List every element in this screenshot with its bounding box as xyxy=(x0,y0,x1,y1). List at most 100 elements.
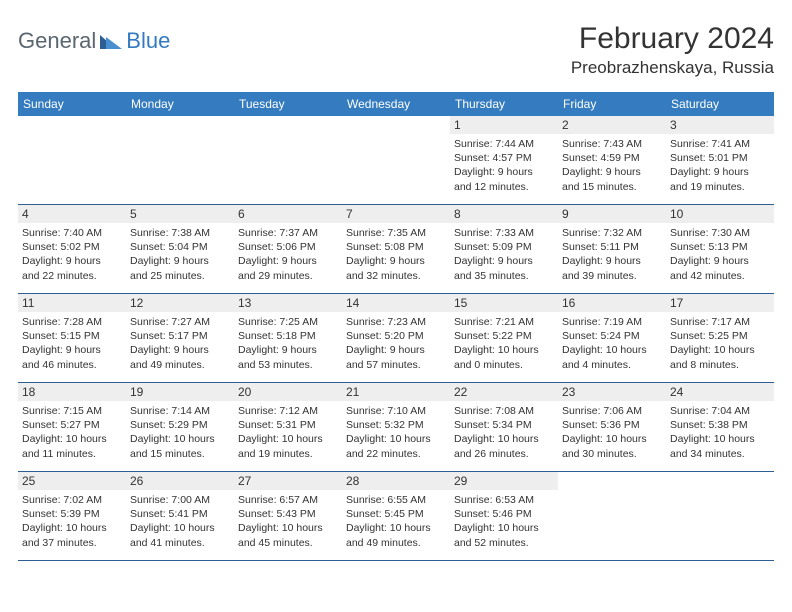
sunset-text: Sunset: 5:45 PM xyxy=(346,507,446,521)
day-header: Friday xyxy=(558,92,666,116)
dl1-text: Daylight: 10 hours xyxy=(454,343,554,357)
month-title: February 2024 xyxy=(571,22,774,56)
dl2-text: and 4 minutes. xyxy=(562,358,662,372)
sunrise-text: Sunrise: 7:32 AM xyxy=(562,226,662,240)
day-cell: 26Sunrise: 7:00 AMSunset: 5:41 PMDayligh… xyxy=(126,472,234,560)
day-number: 20 xyxy=(234,383,342,401)
sunset-text: Sunset: 5:20 PM xyxy=(346,329,446,343)
day-cell: 4Sunrise: 7:40 AMSunset: 5:02 PMDaylight… xyxy=(18,205,126,293)
day-number: 19 xyxy=(126,383,234,401)
day-cell: 16Sunrise: 7:19 AMSunset: 5:24 PMDayligh… xyxy=(558,294,666,382)
day-cell: 3Sunrise: 7:41 AMSunset: 5:01 PMDaylight… xyxy=(666,116,774,204)
sunrise-text: Sunrise: 7:17 AM xyxy=(670,315,770,329)
sunset-text: Sunset: 5:02 PM xyxy=(22,240,122,254)
empty-cell xyxy=(126,116,234,204)
week-row: 11Sunrise: 7:28 AMSunset: 5:15 PMDayligh… xyxy=(18,294,774,383)
sunset-text: Sunset: 5:29 PM xyxy=(130,418,230,432)
empty-cell xyxy=(558,472,666,560)
day-cell: 1Sunrise: 7:44 AMSunset: 4:57 PMDaylight… xyxy=(450,116,558,204)
sunrise-text: Sunrise: 7:04 AM xyxy=(670,404,770,418)
day-cell: 9Sunrise: 7:32 AMSunset: 5:11 PMDaylight… xyxy=(558,205,666,293)
empty-cell xyxy=(234,116,342,204)
day-cell: 8Sunrise: 7:33 AMSunset: 5:09 PMDaylight… xyxy=(450,205,558,293)
dl1-text: Daylight: 9 hours xyxy=(238,343,338,357)
sunrise-text: Sunrise: 7:43 AM xyxy=(562,137,662,151)
dl1-text: Daylight: 9 hours xyxy=(22,343,122,357)
sunset-text: Sunset: 4:57 PM xyxy=(454,151,554,165)
day-number: 26 xyxy=(126,472,234,490)
day-cell: 6Sunrise: 7:37 AMSunset: 5:06 PMDaylight… xyxy=(234,205,342,293)
day-number: 28 xyxy=(342,472,450,490)
sunset-text: Sunset: 5:11 PM xyxy=(562,240,662,254)
day-number: 25 xyxy=(18,472,126,490)
day-header: Thursday xyxy=(450,92,558,116)
sunset-text: Sunset: 5:25 PM xyxy=(670,329,770,343)
brand-part2: Blue xyxy=(102,28,170,54)
day-cell: 14Sunrise: 7:23 AMSunset: 5:20 PMDayligh… xyxy=(342,294,450,382)
day-cell: 15Sunrise: 7:21 AMSunset: 5:22 PMDayligh… xyxy=(450,294,558,382)
day-number: 21 xyxy=(342,383,450,401)
dl2-text: and 37 minutes. xyxy=(22,536,122,550)
sunset-text: Sunset: 5:18 PM xyxy=(238,329,338,343)
empty-cell xyxy=(18,116,126,204)
title-block: February 2024 Preobrazhenskaya, Russia xyxy=(571,22,774,78)
sunset-text: Sunset: 4:59 PM xyxy=(562,151,662,165)
dl2-text: and 30 minutes. xyxy=(562,447,662,461)
sunset-text: Sunset: 5:09 PM xyxy=(454,240,554,254)
sunset-text: Sunset: 5:43 PM xyxy=(238,507,338,521)
day-cell: 29Sunrise: 6:53 AMSunset: 5:46 PMDayligh… xyxy=(450,472,558,560)
day-cell: 5Sunrise: 7:38 AMSunset: 5:04 PMDaylight… xyxy=(126,205,234,293)
sunrise-text: Sunrise: 7:10 AM xyxy=(346,404,446,418)
day-number: 12 xyxy=(126,294,234,312)
dl2-text: and 49 minutes. xyxy=(346,536,446,550)
week-row: 1 Sunrise: 7:44 AMSunset: 4:57 PM Daylight… xyxy=(18,116,774,205)
sunrise-text: Sunrise: 7:44 AM xyxy=(454,137,554,151)
sunrise-text: Sunrise: 7:25 AM xyxy=(238,315,338,329)
day-cell: 27Sunrise: 6:57 AMSunset: 5:43 PMDayligh… xyxy=(234,472,342,560)
page-header: General Blue February 2024 Preobrazhensk… xyxy=(18,22,774,78)
dl1-text: Daylight: 9 hours xyxy=(22,254,122,268)
sunrise-text: Sunrise: 7:30 AM xyxy=(670,226,770,240)
dl2-text: and 11 minutes. xyxy=(22,447,122,461)
brand-part1: General xyxy=(18,28,96,54)
dl1-text: Daylight: 10 hours xyxy=(454,432,554,446)
sunset-text: Sunset: 5:01 PM xyxy=(670,151,770,165)
day-number: 5 xyxy=(126,205,234,223)
dl2-text: and 19 minutes. xyxy=(238,447,338,461)
dl2-text: and 52 minutes. xyxy=(454,536,554,550)
sunset-text: Sunset: 5:17 PM xyxy=(130,329,230,343)
sunrise-text: Sunrise: 7:23 AM xyxy=(346,315,446,329)
sunrise-text: Sunrise: 7:27 AM xyxy=(130,315,230,329)
dl1-text: Daylight: 9 hours xyxy=(670,165,770,179)
dl2-text: and 19 minutes. xyxy=(670,180,770,194)
sunset-text: Sunset: 5:06 PM xyxy=(238,240,338,254)
dl1-text: Daylight: 10 hours xyxy=(22,432,122,446)
sunset-text: Sunset: 5:22 PM xyxy=(454,329,554,343)
dl1-text: Daylight: 10 hours xyxy=(238,521,338,535)
dl1-text: Daylight: 9 hours xyxy=(346,254,446,268)
sunrise-text: Sunrise: 7:35 AM xyxy=(346,226,446,240)
dl1-text: Daylight: 9 hours xyxy=(562,165,662,179)
sunset-text: Sunset: 5:41 PM xyxy=(130,507,230,521)
dl1-text: Daylight: 9 hours xyxy=(670,254,770,268)
day-cell: 22Sunrise: 7:08 AMSunset: 5:34 PMDayligh… xyxy=(450,383,558,471)
sunrise-text: Sunrise: 7:37 AM xyxy=(238,226,338,240)
day-cell: 13 Sunrise: 7:25 AMSunset: 5:18 PMDayligh… xyxy=(234,294,342,382)
sunrise-text: Sunrise: 6:57 AM xyxy=(238,493,338,507)
dl2-text: and 15 minutes. xyxy=(562,180,662,194)
dl2-text: and 42 minutes. xyxy=(670,269,770,283)
sunset-text: Sunset: 5:31 PM xyxy=(238,418,338,432)
sunrise-text: Sunrise: 7:19 AM xyxy=(562,315,662,329)
empty-cell xyxy=(666,472,774,560)
day-number: 1 xyxy=(450,116,558,134)
sunset-text: Sunset: 5:38 PM xyxy=(670,418,770,432)
sunrise-text: Sunrise: 7:28 AM xyxy=(22,315,122,329)
day-number: 13 xyxy=(234,294,342,312)
sunrise-text: Sunrise: 7:40 AM xyxy=(22,226,122,240)
day-cell: 11Sunrise: 7:28 AMSunset: 5:15 PMDayligh… xyxy=(18,294,126,382)
dl1-text: Daylight: 9 hours xyxy=(130,254,230,268)
sunset-text: Sunset: 5:46 PM xyxy=(454,507,554,521)
dl2-text: and 57 minutes. xyxy=(346,358,446,372)
day-number: 7 xyxy=(342,205,450,223)
dl1-text: Daylight: 10 hours xyxy=(454,521,554,535)
